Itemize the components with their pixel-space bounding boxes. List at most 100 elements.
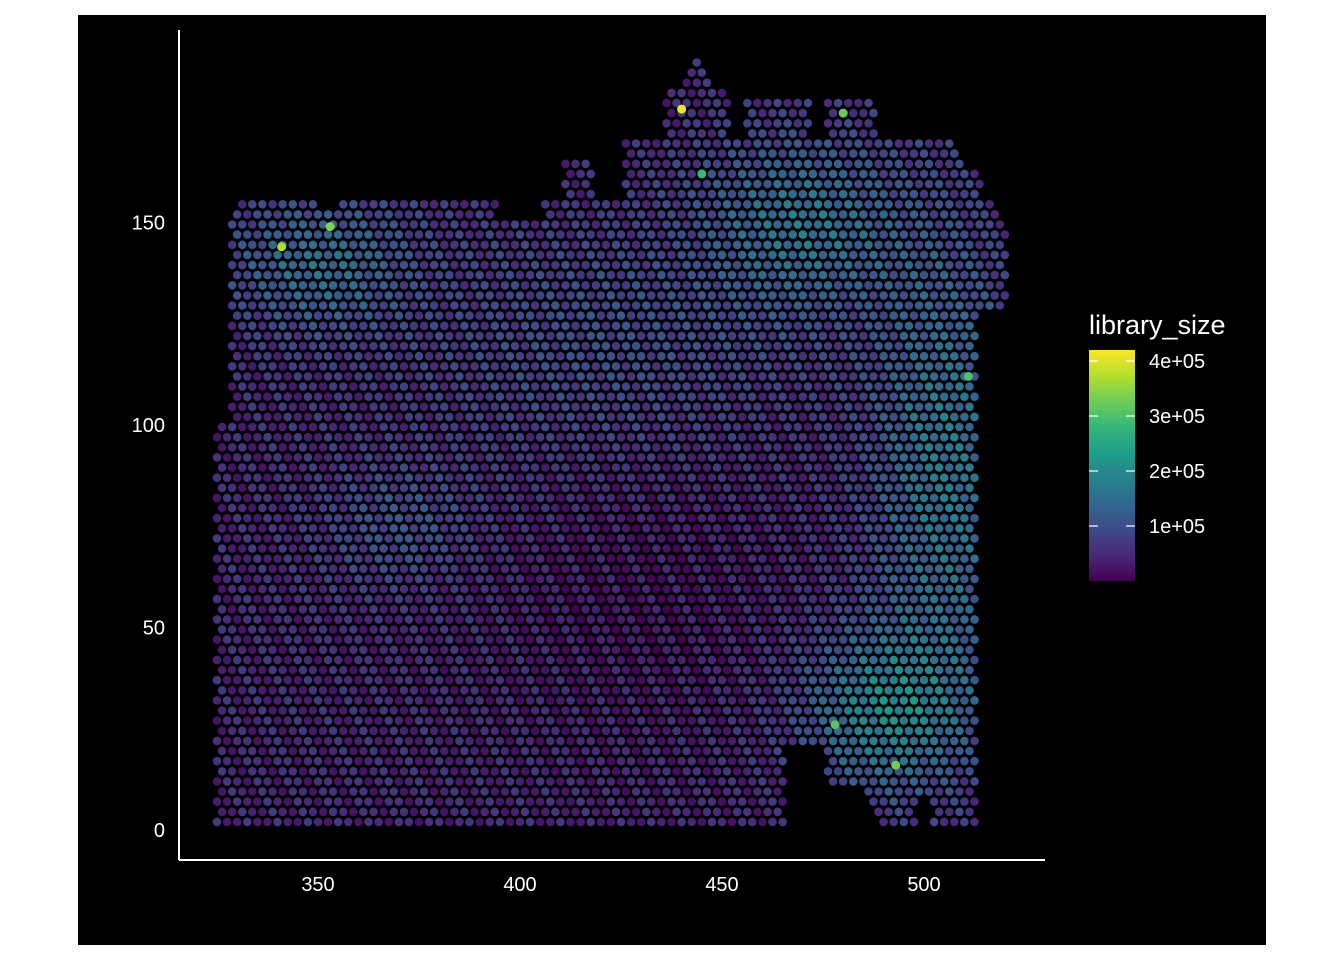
spot-point — [636, 797, 646, 806]
spot-point — [636, 210, 646, 219]
spot-point — [601, 564, 611, 574]
spot-point — [485, 331, 495, 341]
spot-point — [773, 483, 782, 493]
spot-point — [238, 787, 247, 796]
spot-point — [945, 524, 954, 533]
spot-point — [359, 686, 368, 695]
spot-point — [682, 159, 691, 169]
spot-point — [440, 807, 449, 817]
spot-point — [515, 716, 525, 725]
spot-point — [965, 382, 974, 391]
spot-point — [429, 787, 439, 796]
spot-point — [596, 716, 606, 725]
spot-point — [783, 98, 792, 108]
spot-point — [727, 797, 737, 806]
spot-point — [551, 807, 560, 817]
spot-point — [248, 382, 257, 391]
spot-point — [697, 594, 707, 604]
spot-point — [556, 473, 565, 483]
spot-point — [697, 351, 707, 361]
spot-point — [707, 210, 717, 219]
spot-point — [924, 422, 934, 432]
spot-point — [626, 615, 636, 624]
spot-point — [556, 250, 565, 260]
spot-point — [844, 382, 853, 391]
spot-point — [889, 777, 898, 786]
spot-point — [556, 331, 565, 341]
spot-point — [520, 301, 530, 310]
spot-point — [243, 756, 252, 766]
spot-point — [828, 777, 838, 786]
spot-point — [445, 797, 454, 806]
spot-point — [470, 382, 479, 391]
spot-point — [495, 736, 505, 746]
spot-point — [692, 686, 702, 695]
spot-point — [591, 463, 601, 472]
spot-point — [445, 331, 454, 341]
spot-point — [965, 807, 974, 817]
spot-point — [283, 716, 293, 725]
spot-point — [758, 675, 767, 685]
spot-point — [586, 615, 595, 624]
spot-point — [803, 524, 813, 533]
spot-point — [354, 554, 363, 563]
spot-point — [945, 382, 954, 391]
spot-point — [838, 554, 848, 563]
spot-point — [485, 797, 495, 806]
spot-point — [874, 382, 883, 391]
spot-point — [510, 625, 520, 634]
spot-point — [227, 382, 237, 391]
spot-point — [460, 240, 469, 250]
spot-point — [429, 625, 439, 634]
spot-point — [551, 443, 560, 452]
spot-point — [339, 402, 348, 412]
spot-point — [874, 706, 883, 715]
spot-point — [212, 716, 222, 725]
spot-point — [409, 564, 419, 574]
spot-point — [318, 483, 328, 493]
spot-point — [970, 250, 979, 260]
spot-point — [369, 382, 378, 391]
spot-point — [576, 169, 585, 179]
spot-point — [328, 341, 338, 351]
spot-point — [480, 544, 489, 553]
spot-point — [692, 382, 702, 391]
spot-point — [677, 432, 686, 442]
spot-point — [808, 230, 818, 239]
spot-point — [429, 686, 439, 695]
spot-point — [576, 574, 585, 584]
spot-point — [490, 281, 500, 290]
spot-point — [394, 635, 404, 644]
spot-point — [727, 655, 737, 665]
spot-point — [737, 412, 747, 422]
spot-point — [424, 655, 434, 665]
spot-point — [434, 574, 444, 584]
spot-point — [813, 544, 823, 553]
spot-point — [748, 513, 757, 523]
spot-point — [535, 493, 545, 503]
spot-point — [399, 220, 409, 229]
spot-point — [702, 605, 712, 614]
spot-point — [495, 351, 505, 361]
spot-point — [823, 200, 833, 209]
spot-point — [889, 493, 898, 503]
spot-point — [859, 108, 868, 118]
spot-point — [389, 362, 399, 371]
spot-point — [682, 605, 691, 614]
spot-point — [339, 200, 348, 209]
spot-point — [808, 453, 818, 462]
spot-point — [339, 767, 348, 776]
spot-point — [313, 797, 323, 806]
spot-point — [530, 281, 540, 290]
spot-point — [429, 463, 439, 472]
spot-point — [541, 301, 550, 310]
spot-point — [278, 200, 287, 209]
spot-point — [581, 544, 590, 553]
spot-point — [768, 574, 777, 584]
spot-point — [813, 524, 823, 533]
spot-point — [212, 594, 222, 604]
spot-point — [793, 362, 803, 371]
spot-point — [500, 260, 510, 270]
spot-point — [561, 726, 570, 736]
spot-point — [768, 351, 777, 361]
